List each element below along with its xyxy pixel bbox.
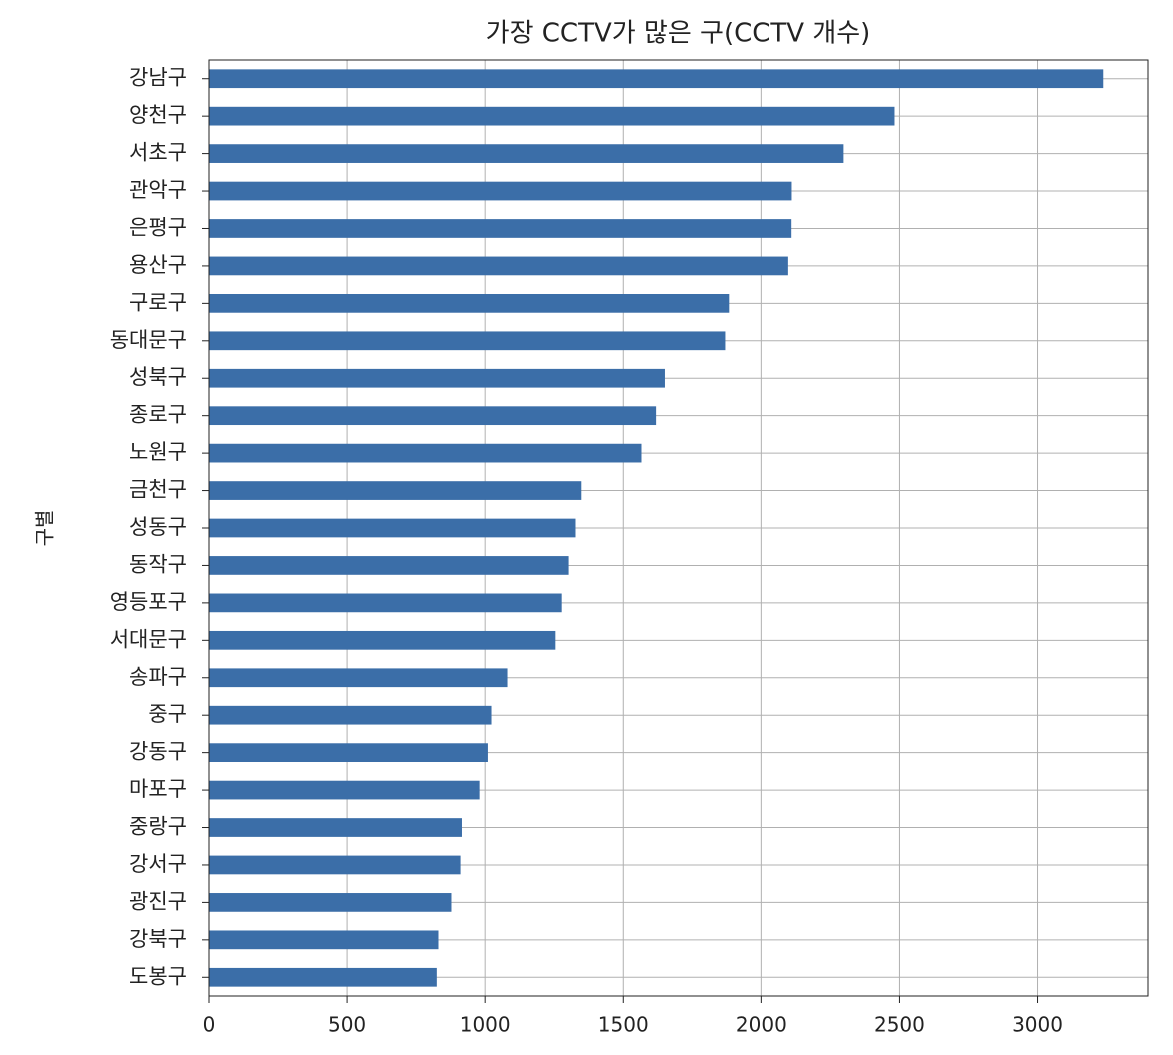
bar: [209, 593, 562, 613]
x-tick-label: 3000: [1012, 1013, 1063, 1037]
y-tick-label: 용산구: [129, 253, 187, 277]
y-tick-label: 구로구: [129, 290, 187, 314]
bar: [209, 294, 730, 313]
bar: [209, 443, 642, 463]
y-tick-label: 마포구: [129, 777, 187, 801]
bar: [209, 181, 792, 201]
y-tick-label: 노원구: [129, 440, 187, 464]
bar: [209, 967, 437, 987]
y-tick-label: 도봉구: [129, 964, 187, 988]
bar: [209, 743, 488, 762]
y-tick-label: 관악구: [129, 178, 187, 202]
x-tick-label: 0: [203, 1013, 216, 1037]
y-tick-label: 영등포구: [110, 590, 187, 614]
bar: [209, 630, 556, 650]
x-tick-label: 1500: [598, 1013, 649, 1037]
bar: [209, 106, 895, 126]
y-tick-label: 광진구: [129, 889, 187, 913]
bar: [209, 368, 665, 388]
y-tick-label: 양천구: [129, 103, 187, 127]
x-tick-label: 2000: [736, 1013, 787, 1037]
bar: [209, 556, 569, 575]
y-axis-label: 구별: [33, 510, 57, 547]
y-tick-label: 동작구: [129, 552, 187, 576]
chart-title: 가장 CCTV가 많은 구(CCTV 개수): [486, 19, 871, 49]
y-tick-label: 중랑구: [129, 815, 187, 839]
bar: [209, 780, 480, 800]
y-tick-label: 서대문구: [110, 627, 187, 651]
y-tick-label: 강서구: [129, 852, 187, 876]
bar: [209, 518, 576, 538]
bar: [209, 668, 508, 688]
bar: [209, 855, 461, 875]
y-tick-label: 성북구: [129, 365, 187, 389]
y-tick-label: 성동구: [129, 515, 187, 539]
y-tick-label: 중구: [148, 702, 187, 726]
x-tick-label: 500: [328, 1013, 366, 1037]
bar: [209, 406, 657, 426]
y-tick-label: 은평구: [129, 215, 187, 239]
bar: [209, 144, 844, 163]
y-tick-label: 강북구: [129, 927, 187, 951]
bar: [209, 481, 582, 500]
y-tick-label: 송파구: [129, 665, 187, 689]
bar: [209, 893, 452, 912]
x-tick-label: 1000: [460, 1013, 511, 1037]
bar: [209, 219, 792, 238]
bar: [209, 818, 462, 837]
y-tick-label: 강남구: [129, 66, 187, 90]
bar: [209, 256, 788, 276]
y-tick-label: 강동구: [129, 740, 187, 764]
bar: [209, 331, 726, 351]
bar: [209, 930, 439, 950]
x-tick-label: 2500: [874, 1013, 925, 1037]
bar: [209, 705, 492, 725]
y-tick-label: 동대문구: [110, 328, 187, 352]
y-tick-label: 종로구: [129, 403, 187, 427]
y-tick-label: 서초구: [129, 141, 187, 165]
bar: [209, 69, 1104, 89]
plot-frame: [208, 59, 1149, 997]
y-tick-label: 금천구: [129, 478, 187, 502]
